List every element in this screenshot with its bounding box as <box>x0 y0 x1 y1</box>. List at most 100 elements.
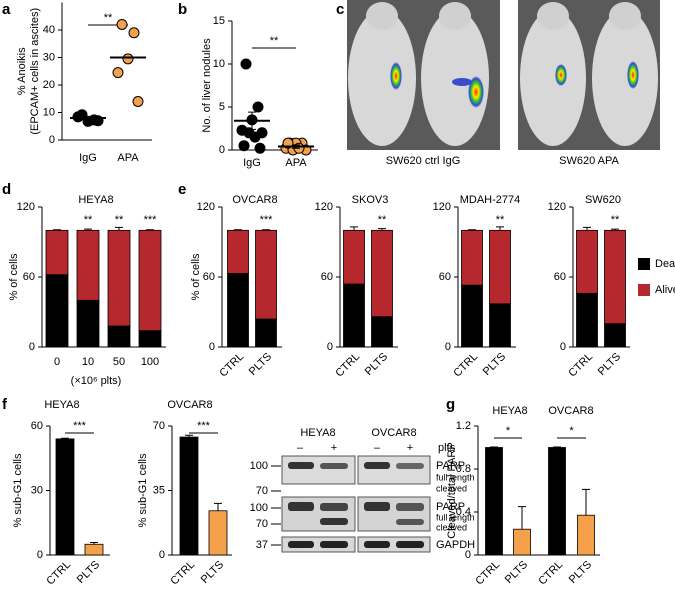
error-bar <box>583 226 591 231</box>
y-tick-label: 120 <box>197 201 215 213</box>
chart-title: HEYA8 <box>44 399 79 411</box>
x-tick-label: 100 <box>141 356 159 368</box>
blot-panel <box>281 455 356 485</box>
bar-segment <box>576 229 598 294</box>
error-bar <box>115 226 123 231</box>
y-tick-label: 0 <box>219 144 225 156</box>
x-tick-label: PLTS <box>567 559 594 586</box>
y-tick-label: 0.4 <box>456 506 471 518</box>
y-tick-label: 15 <box>213 15 225 27</box>
y-tick-label: 1.2 <box>456 420 471 432</box>
x-tick-label: APA <box>117 152 139 164</box>
group-label: OVCAR8 <box>548 405 593 417</box>
treatment-label: – <box>297 442 304 454</box>
bar-segment <box>45 229 69 276</box>
mouse-head <box>439 2 471 30</box>
y-tick-label: 0 <box>327 341 333 353</box>
blot-column-label: OVCAR8 <box>371 427 416 439</box>
bar-segment <box>76 229 100 301</box>
error-bar <box>518 506 526 530</box>
mouse <box>421 10 489 146</box>
signal <box>555 64 567 86</box>
error-bar <box>234 229 242 231</box>
y-tick-label: 0 <box>37 549 43 561</box>
y-tick-label: 0 <box>445 341 451 353</box>
legend-label: Alive <box>655 284 675 296</box>
image-caption: SW620 ctrl IgG <box>386 155 461 167</box>
protein-label: PARP <box>436 460 465 472</box>
chart-title: HEYA8 <box>78 194 113 206</box>
legend-swatch <box>638 284 650 296</box>
bar-label: ** <box>84 214 93 226</box>
y-tick-label: 120 <box>17 201 35 213</box>
bar-segment <box>255 318 277 348</box>
y-tick-label: 0 <box>209 341 215 353</box>
error-bar <box>84 228 92 231</box>
bar-segment <box>371 316 393 348</box>
bar-segment <box>227 229 249 274</box>
x-tick-label: PLTS <box>199 559 226 586</box>
blot-panel <box>281 496 356 532</box>
y-tick-label: 0 <box>465 549 471 561</box>
point <box>252 101 264 113</box>
significance-label: * <box>569 425 574 437</box>
y-tick-label: 0 <box>49 134 55 146</box>
significance-label: ** <box>104 12 113 24</box>
mouse-head <box>537 2 569 30</box>
bar-segment <box>138 330 162 348</box>
bar-segment <box>461 284 483 348</box>
y-axis-label: No. of liver nodules <box>201 38 213 133</box>
panel-label: g <box>446 396 455 413</box>
mouse <box>520 10 586 146</box>
blot-column-label: HEYA8 <box>300 427 335 439</box>
band <box>320 463 348 469</box>
x-tick-label: PLTS <box>363 351 390 378</box>
legend-swatch <box>638 258 650 270</box>
bar-segment <box>489 303 511 348</box>
band <box>396 463 424 469</box>
size-marker: 70 <box>256 518 268 530</box>
x-tick-label: PLTS <box>596 351 623 378</box>
point <box>254 142 266 154</box>
y-tick-label: 20 <box>43 79 55 91</box>
y-axis-label: % sub-G1 cells <box>137 453 149 527</box>
size-marker: 37 <box>256 539 268 551</box>
y-axis-label: % sub-G1 cells <box>12 453 24 527</box>
blot-images <box>281 455 431 553</box>
y-axis-label: (EPCAM+ cells in ascites) <box>29 8 41 135</box>
y-axis-label: % Anoikis <box>16 47 28 95</box>
x-tick-label: PLTS <box>247 351 274 378</box>
bar-label: *** <box>260 214 274 226</box>
y-axis-label: % of cells <box>8 253 20 301</box>
chart-title: SW620 <box>585 194 621 206</box>
error-bar <box>496 226 504 231</box>
chart-title: SKOV3 <box>352 194 389 206</box>
treatment-label: + <box>331 442 337 454</box>
band <box>320 541 348 548</box>
point <box>128 27 140 39</box>
x-tick-label: IgG <box>79 152 97 164</box>
y-tick-label: 120 <box>548 201 566 213</box>
bar-segment <box>604 229 626 325</box>
size-marker: 70 <box>256 485 268 497</box>
treatment-label: – <box>374 442 381 454</box>
bar-segment <box>227 273 249 348</box>
bar-segment <box>107 325 131 348</box>
y-tick-label: 60 <box>554 271 566 283</box>
y-tick-label: 70 <box>153 420 165 432</box>
chart-title: OVCAR8 <box>167 399 212 411</box>
bar-label: *** <box>144 214 158 226</box>
panel-label: e <box>178 181 186 198</box>
x-tick-label: CTRL <box>566 351 595 380</box>
mouse-head <box>609 2 641 30</box>
protein-label: PARP <box>436 501 465 513</box>
significance-label: *** <box>73 420 87 432</box>
point <box>249 131 261 143</box>
error-bar <box>146 229 154 231</box>
y-tick-label: 60 <box>203 271 215 283</box>
legend-label: Dead <box>655 258 675 270</box>
y-tick-label: 30 <box>43 51 55 63</box>
band-label: full length <box>436 472 475 482</box>
signal <box>452 78 472 86</box>
